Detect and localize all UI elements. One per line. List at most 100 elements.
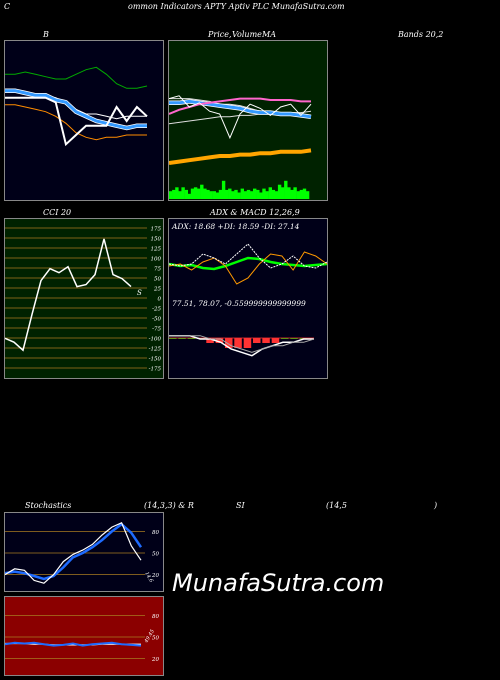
volume-bar [218, 189, 223, 199]
cci-tick-label: 25 [153, 287, 161, 293]
volume-bar [206, 189, 210, 199]
volume-bar [246, 189, 251, 199]
volume-bar [290, 189, 294, 199]
volume-bar [299, 189, 304, 199]
cci-end-label: S [137, 289, 142, 297]
cci-tick-label: -150 [149, 357, 162, 363]
cci-label: CCI 20 [43, 208, 72, 217]
volume-bar [302, 188, 307, 199]
volume-bar [305, 191, 310, 199]
adx-series-2 [169, 243, 327, 269]
macd-histogram-bar [234, 338, 242, 348]
volume-label: Volume [232, 30, 262, 39]
stoch-tick-label: 50 [152, 552, 159, 558]
volume-bar [228, 188, 232, 199]
stoch-tick-label: 20 [151, 573, 159, 579]
volume-bar [234, 189, 238, 199]
cci-panel: 175 150 125 100 75 50 25 0 -25 -50 -75 -100 -125 -150… [4, 218, 164, 379]
volume-bar [281, 187, 285, 199]
volume-bar [259, 192, 263, 199]
macd-histogram-bar [215, 338, 224, 343]
ma-label: MA [262, 30, 276, 39]
macd-histogram-bar [206, 338, 214, 343]
volume-bar [184, 189, 188, 199]
volume-bar [262, 188, 266, 199]
volume-bar [237, 192, 241, 199]
rsi-line [5, 641, 142, 647]
volume-bar [181, 187, 185, 199]
volume-bar [265, 191, 269, 199]
macd-readout: 77.51, 78.07, -0.559999999999999 [172, 299, 306, 308]
volume-bar [296, 191, 300, 199]
bollinger-series-2 [5, 104, 147, 141]
macd-histogram-bar [290, 338, 298, 339]
adx-readout: ADX: 18.68 +DI: 18.59 -DI: 27.14 [172, 222, 300, 231]
macd-histogram-bar [225, 338, 233, 348]
price-series-4 [169, 148, 312, 165]
cci-tick-label: -175 [149, 367, 162, 373]
cci-tick-label: -25 [152, 307, 161, 313]
rsi-close-paren: ) [434, 501, 438, 510]
macd-signal-line [169, 335, 315, 353]
stoch-label: Stochastics [25, 501, 72, 510]
macd-histogram-bar [262, 338, 270, 343]
volume-bar [277, 184, 282, 199]
volume-bar [190, 188, 195, 199]
macd-histogram-bar [169, 338, 177, 339]
macd-histogram-bar [253, 338, 261, 343]
volume-bar [200, 184, 204, 199]
cci-tick-label: 75 [154, 267, 161, 273]
volume-bar [284, 180, 288, 199]
adx-series-1 [169, 251, 327, 285]
macd-histogram-bar [243, 338, 252, 348]
cci-tick-label: -125 [149, 347, 162, 353]
macd-histogram-bar [187, 338, 196, 339]
cci-tick-label: 175 [151, 227, 162, 233]
bollinger-ma-outline [5, 88, 147, 131]
cci-tick-label: -75 [152, 327, 161, 333]
adx-macd-label: ADX & MACD 12,26,9 [210, 208, 300, 217]
adx-macd-panel: ADX: 18.68 +DI: 18.59 -DI: 27.14 77.51, … [168, 218, 328, 379]
volume-bar [221, 180, 226, 199]
stoch-k-line [5, 522, 142, 584]
bollinger-series-4 [5, 96, 148, 147]
volume-bar [212, 191, 216, 199]
volume-bar [249, 191, 254, 199]
volume-bar [225, 189, 229, 199]
rsi-panel: 80 50 20 49.45 [4, 596, 164, 676]
volume-bar [293, 187, 297, 199]
volume-bar [215, 192, 220, 199]
header-c: C [4, 2, 11, 11]
volume-bar [193, 187, 198, 199]
watermark: MunafaSutra.com [172, 569, 385, 597]
stoch-params: (14,3,3) & R [144, 501, 194, 510]
volume-bar [271, 189, 276, 199]
volume-bar [178, 191, 182, 199]
cci-tick-label: 50 [154, 277, 161, 283]
rsi-params: (14,5 [326, 501, 347, 510]
volume-bar [172, 189, 176, 199]
volume-bar [287, 187, 291, 199]
bollinger-series-0 [5, 66, 148, 89]
macd-histogram-bar [178, 338, 186, 339]
stoch-end-label: 14.6 [143, 571, 154, 584]
bollinger-panel [4, 40, 164, 201]
macd-histogram-bar [281, 338, 289, 339]
macd-line [169, 334, 314, 357]
bollinger-chart [5, 66, 148, 147]
volume-bar [268, 187, 272, 199]
volume-bar [231, 191, 235, 199]
cci-tick-label: -100 [149, 337, 162, 343]
volume-bar [187, 193, 192, 199]
bollinger-label: B [43, 30, 49, 39]
rsi-tick-label: 50 [152, 636, 159, 642]
rsi-tick-label: 80 [152, 614, 159, 620]
cci-tick-label: -50 [152, 317, 161, 323]
volume-bar [253, 188, 257, 199]
volume-bar [243, 191, 248, 199]
bollinger-series-3 [5, 89, 147, 130]
volume-bar [274, 191, 279, 199]
price-chart [169, 95, 312, 199]
